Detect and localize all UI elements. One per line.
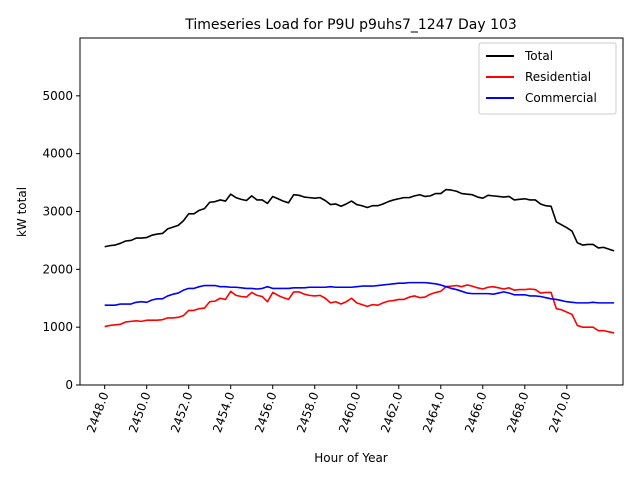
- legend-label-commercial: Commercial: [525, 91, 597, 105]
- y-tick-label: 2000: [42, 262, 73, 276]
- y-tick-label: 1000: [42, 320, 73, 334]
- y-axis: 0 1000 2000 3000 4000 5000: [42, 89, 80, 392]
- y-tick-label: 3000: [42, 205, 73, 219]
- x-axis-label: Hour of Year: [314, 451, 388, 465]
- legend-label-residential: Residential: [525, 70, 591, 84]
- chart-title: Timeseries Load for P9U p9uhs7_1247 Day …: [184, 17, 517, 33]
- legend-box: [478, 42, 617, 115]
- series-line-residential: [104, 284, 615, 334]
- y-tick-label: 0: [65, 378, 73, 392]
- series-line-commercial: [104, 281, 615, 306]
- legend-label-total: Total: [524, 49, 553, 63]
- series-layer: [104, 188, 615, 334]
- legend: Total Residential Commercial: [478, 42, 617, 115]
- y-axis-label: kW total: [15, 187, 29, 237]
- series-line-total: [104, 188, 615, 252]
- plot-area: [104, 188, 615, 334]
- y-tick-label: 5000: [42, 89, 73, 103]
- y-tick-label: 4000: [42, 147, 73, 161]
